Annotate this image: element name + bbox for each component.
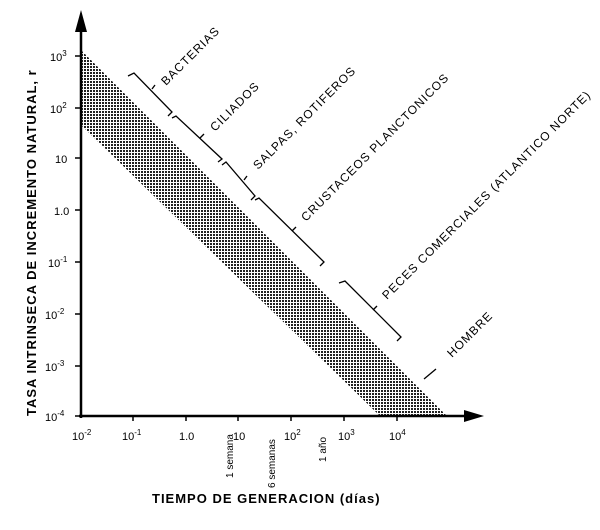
bracket-salpas xyxy=(221,161,256,201)
x-axis-arrow-icon xyxy=(464,410,484,422)
group-label-salpas: SALPAS, ROTIFEROS xyxy=(250,64,359,173)
x-tick-labels: 10-2 10-1 1.0 10 102 103 104 xyxy=(72,428,406,443)
y-axis xyxy=(75,10,87,418)
bracket-peces xyxy=(338,280,402,342)
y-tick-label: 10-4 xyxy=(45,409,65,424)
y-tick-label: 10-1 xyxy=(48,255,68,270)
y-tick-labels: 103 102 10 1.0 10-1 10-2 10-3 10-4 xyxy=(45,49,69,424)
y-axis-arrow-icon xyxy=(75,10,87,32)
y-tick-label: 1.0 xyxy=(54,206,69,218)
y-tick-label: 10-3 xyxy=(45,359,65,374)
group-labels: BACTERIAS CILIADOS SALPAS, ROTIFEROS CRU… xyxy=(158,24,593,360)
x-tick-label: 10-2 xyxy=(72,428,92,443)
group-label-ciliados: CILIADOS xyxy=(207,79,262,134)
x-tick-label: 102 xyxy=(284,428,301,443)
x-tick-label: 10 xyxy=(233,431,245,443)
x-tick-label: 103 xyxy=(338,428,355,443)
time-marker-1-week: 1 semana xyxy=(225,434,236,478)
group-label-bacterias: BACTERIAS xyxy=(158,24,222,88)
x-tick-label: 10-1 xyxy=(122,428,142,443)
time-marker-1-year: 1 año xyxy=(318,437,329,462)
time-markers: 1 semana 6 semanas 1 año xyxy=(225,434,329,488)
x-axis-title: TIEMPO DE GENERACION (días) xyxy=(152,491,381,506)
x-axis xyxy=(79,410,484,422)
group-brackets xyxy=(127,72,437,380)
x-tick-label: 1.0 xyxy=(179,431,194,443)
group-label-hombre: HOMBRE xyxy=(444,309,495,360)
y-tick-label: 10-2 xyxy=(45,307,65,322)
rate-band xyxy=(81,50,447,416)
y-axis-title: TASA INTRINSECA DE INCREMENTO NATURAL, r xyxy=(24,69,39,416)
y-tick-label: 103 xyxy=(50,49,67,64)
time-marker-6-weeks: 6 semanas xyxy=(267,439,278,488)
x-tick-label: 104 xyxy=(389,428,406,443)
bracket-crustaceos xyxy=(254,197,325,267)
bracket-ciliados xyxy=(171,115,224,163)
bracket-hombre xyxy=(423,368,437,380)
y-tick-label: 10 xyxy=(55,154,67,166)
y-tick-label: 102 xyxy=(50,101,67,116)
bracket-bacterias xyxy=(127,72,173,117)
